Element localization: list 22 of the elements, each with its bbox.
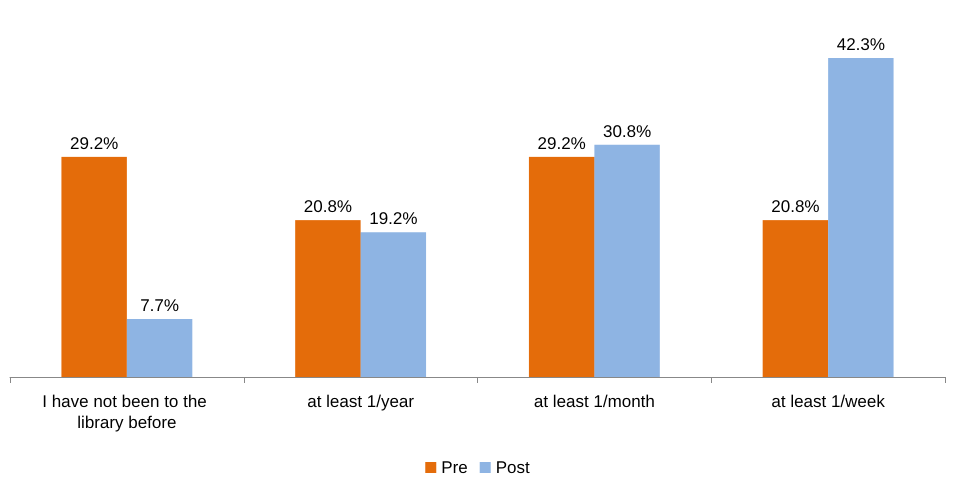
bar [528,156,594,377]
data-label: 42.3% [836,35,885,54]
data-label: 30.8% [603,122,652,141]
data-label: 29.2% [70,134,118,153]
x-tick-label: at least 1/week [771,392,886,411]
bar [360,232,426,377]
data-label: 20.8% [771,197,820,216]
legend-label: Pre [441,458,468,477]
bar [594,144,660,377]
bar [828,58,894,377]
x-tick-label: at least 1/year [307,392,414,411]
legend-label: Post [496,458,530,477]
data-label: 19.2% [369,209,418,228]
data-label: 29.2% [538,134,586,153]
x-tick-label: at least 1/month [534,392,655,411]
bar [61,156,127,377]
bar [295,220,361,377]
x-tick-label: I have not been to the library before [42,392,212,432]
bar [126,318,192,377]
data-label: 7.7% [140,296,179,315]
data-label: 20.8% [304,197,352,216]
bar [762,220,828,377]
